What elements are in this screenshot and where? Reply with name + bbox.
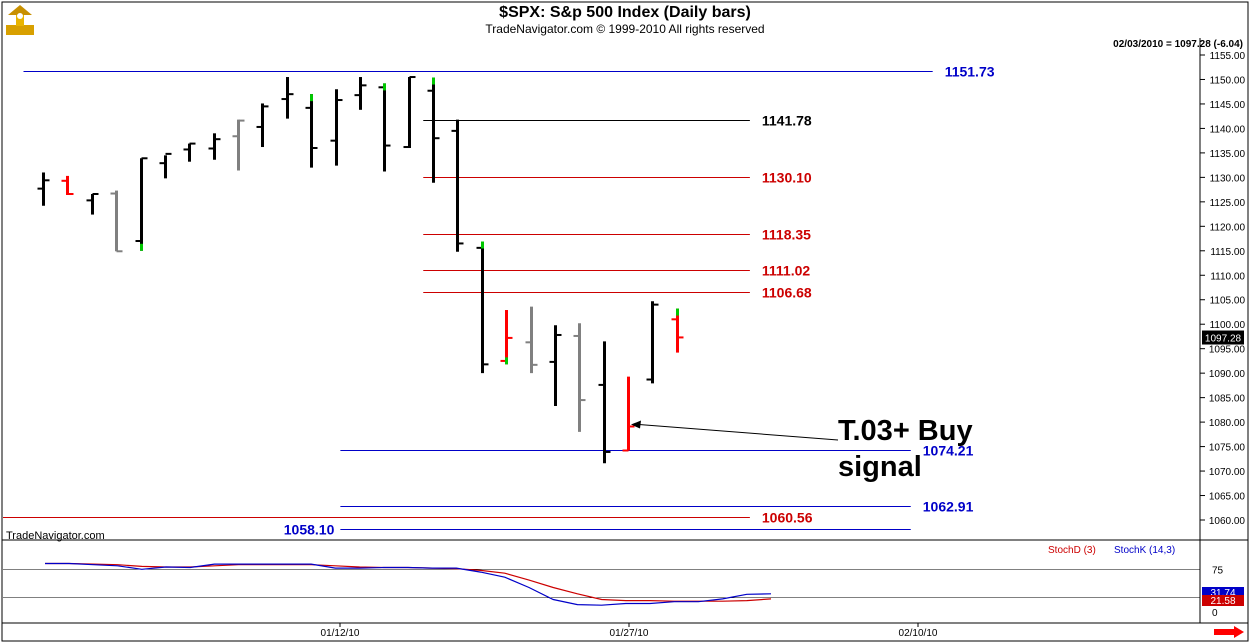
stoch-tick-label: 75 [1212, 565, 1224, 576]
price-tick-label: 1115.00 [1210, 247, 1245, 258]
price-tick-label: 1125.00 [1210, 198, 1246, 209]
copyright-text: TradeNavigator.com © 1999-2010 All right… [485, 22, 765, 36]
annotation-arrow-head-icon [631, 420, 641, 429]
quote-readout: 02/03/2010 = 1097.28 (-6.04) [1113, 39, 1243, 50]
level-label-1106.68: 1106.68 [762, 285, 812, 301]
chart-title: $SPX: S&p 500 Index (Daily bars) [499, 4, 751, 21]
price-tick-label: 1135.00 [1210, 149, 1246, 160]
stoch-legend-d: StochD (3) [1048, 545, 1096, 556]
ohlc-bar-20 [500, 310, 513, 365]
ohlc-bar-24 [598, 341, 611, 464]
level-label-1074.21: 1074.21 [923, 443, 974, 459]
price-tick-label: 1060.00 [1209, 516, 1246, 527]
ohlc-bar-21 [525, 306, 538, 374]
watermark-text: TradeNavigator.com [6, 530, 105, 542]
ohlc-bar-5 [135, 157, 148, 251]
stoch-series-k [45, 562, 772, 606]
chart-header: $SPX: S&p 500 Index (Daily bars) TradeNa… [0, 3, 1250, 36]
stoch-legend-k: StochK (14,3) [1114, 545, 1175, 556]
ohlc-bar-10 [256, 103, 269, 148]
price-tick-label: 1080.00 [1209, 418, 1246, 429]
annotation-text-line2: signal [838, 451, 922, 483]
price-tick-label: 1155.00 [1210, 51, 1246, 62]
price-tick-label: 1085.00 [1209, 394, 1246, 405]
annotation-arrow-line [638, 424, 839, 441]
price-tick-label: 1100.00 [1210, 320, 1246, 331]
price-tick-label: 1095.00 [1209, 345, 1246, 356]
date-tick-label: 01/27/10 [610, 628, 649, 639]
stoch-d-value-box [1202, 595, 1244, 606]
price-tick-label: 1130.00 [1210, 173, 1246, 184]
ohlc-bar-7 [183, 142, 196, 162]
ohlc-bar-9 [232, 119, 245, 171]
ohlc-bar-18 [451, 119, 464, 252]
ohlc-bar-27 [671, 308, 684, 353]
level-label-1130.10: 1130.10 [762, 170, 812, 186]
level-label-1111.02: 1111.02 [762, 263, 811, 279]
ohlc-bar-17 [427, 77, 440, 183]
price-tick-label: 1075.00 [1209, 443, 1246, 454]
price-tick-label: 1110.00 [1210, 271, 1245, 282]
ohlc-bar-14 [354, 77, 367, 110]
last-price-label: 1097.28 [1205, 334, 1242, 345]
price-tick-label: 1065.00 [1209, 492, 1246, 503]
price-tick-label: 1140.00 [1210, 124, 1246, 135]
price-tick-label: 1105.00 [1210, 296, 1246, 307]
buy-signal-annotation: T.03+ Buy signal [631, 415, 973, 483]
level-label-1151.73: 1151.73 [945, 64, 995, 80]
date-tick-label: 02/10/10 [899, 628, 938, 639]
ohlc-bar-1 [37, 172, 50, 206]
scroll-right-arrow-icon[interactable] [1214, 626, 1244, 638]
annotation-text-line1: T.03+ Buy [838, 415, 973, 447]
ohlc-bar-19 [476, 241, 489, 374]
price-tick-label: 1120.00 [1210, 222, 1246, 233]
level-label-1062.91: 1062.91 [923, 499, 974, 515]
trade-navigator-logo-icon [6, 5, 34, 35]
date-axis: 01/12/10 01/27/10 02/10/10 [321, 623, 938, 639]
ohlc-bar-23 [573, 323, 586, 432]
level-label-1060.56: 1060.56 [762, 510, 813, 526]
price-bars [37, 76, 684, 464]
ohlc-bar-22 [549, 325, 562, 406]
ohlc-bar-4 [110, 190, 123, 253]
ohlc-bar-12 [305, 94, 318, 168]
ohlc-bar-3 [86, 193, 99, 215]
level-label-1118.35: 1118.35 [762, 227, 811, 243]
stoch-k-value-box [1202, 587, 1244, 598]
level-label-1141.78: 1141.78 [762, 113, 812, 129]
last-price-box [1202, 330, 1244, 345]
stoch-d-value: 21.58 [1210, 596, 1235, 607]
price-tick-label: 1150.00 [1210, 75, 1246, 86]
stoch-tick-label: 0 [1212, 608, 1218, 619]
fibonacci-levels: 1151.73 1141.78 1130.10 1118.35 1111.02 1106.… [3, 64, 995, 538]
level-label-1058.10: 1058.10 [284, 522, 335, 538]
ohlc-bar-15 [378, 83, 391, 172]
price-axis: 1155.00 1150.00 1145.00 1140.00 1135.00 1130.… [1200, 51, 1245, 527]
ohlc-bar-16 [403, 76, 416, 149]
stoch-k-value: 31.74 [1210, 588, 1235, 599]
ohlc-bar-6 [159, 152, 172, 179]
date-tick-label: 01/12/10 [321, 628, 360, 639]
price-tick-label: 1070.00 [1209, 467, 1246, 478]
ohlc-bar-13 [330, 89, 343, 166]
ohlc-bar-11 [281, 77, 294, 119]
ohlc-bar-8 [208, 133, 221, 160]
price-tick-label: 1090.00 [1209, 369, 1246, 380]
price-tick-label: 1145.00 [1210, 100, 1246, 111]
ohlc-bar-2 [61, 175, 74, 196]
ohlc-bar-26 [646, 301, 659, 384]
ohlc-bar-25 [622, 376, 635, 452]
